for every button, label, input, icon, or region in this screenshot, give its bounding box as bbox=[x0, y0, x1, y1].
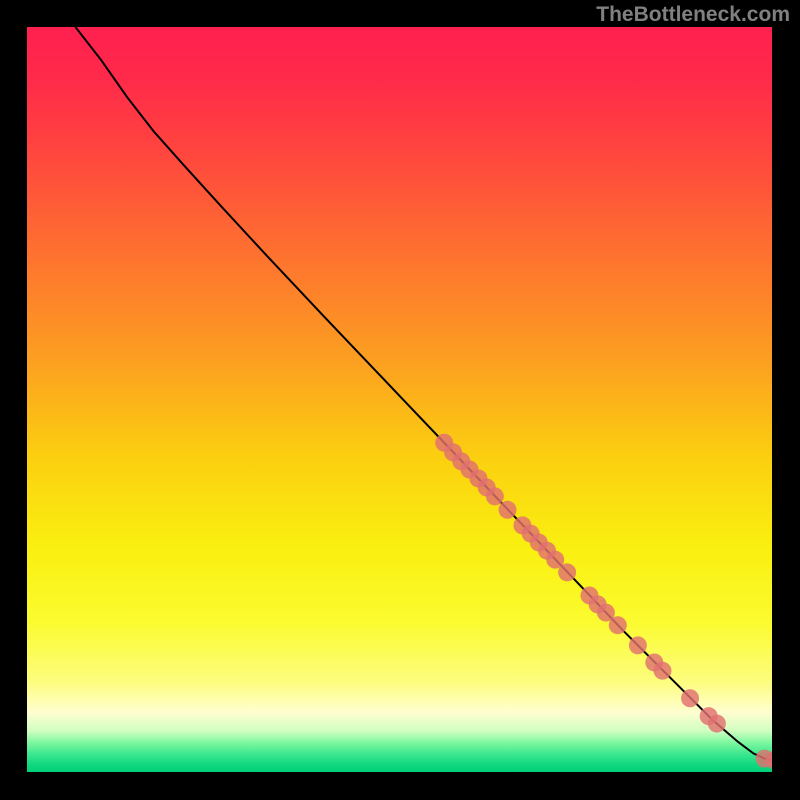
watermark-text: TheBottleneck.com bbox=[596, 3, 790, 27]
plot-area bbox=[27, 27, 772, 772]
